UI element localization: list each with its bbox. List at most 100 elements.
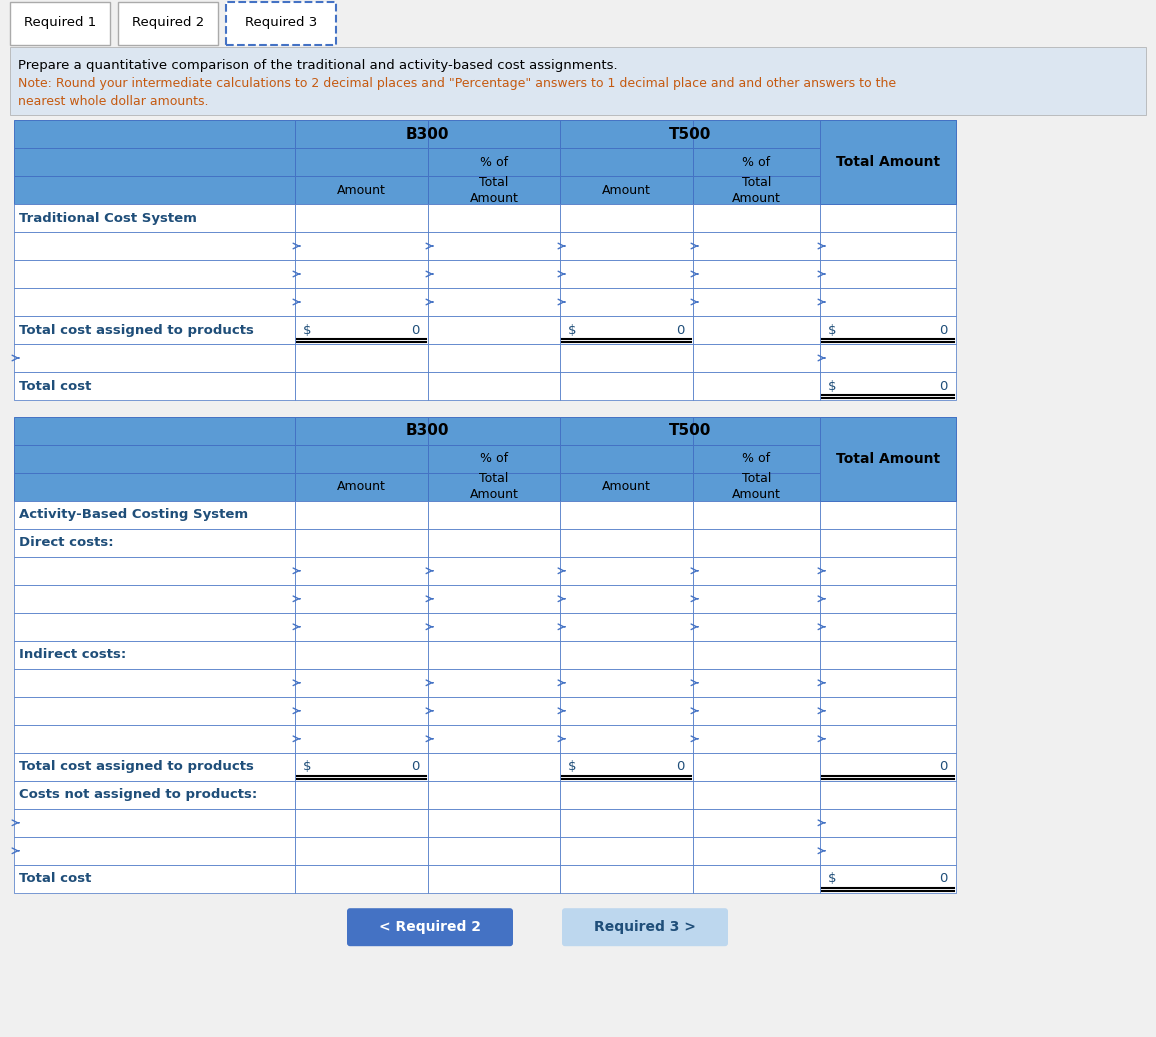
FancyBboxPatch shape: [428, 260, 560, 288]
FancyBboxPatch shape: [820, 120, 956, 148]
FancyBboxPatch shape: [692, 725, 820, 753]
FancyBboxPatch shape: [820, 865, 956, 893]
Text: Prepare a quantitative comparison of the traditional and activity-based cost ass: Prepare a quantitative comparison of the…: [18, 59, 617, 72]
FancyBboxPatch shape: [560, 641, 692, 669]
FancyBboxPatch shape: [428, 288, 560, 316]
FancyBboxPatch shape: [560, 445, 692, 473]
Text: $: $: [828, 324, 837, 336]
FancyBboxPatch shape: [295, 148, 428, 176]
FancyBboxPatch shape: [692, 697, 820, 725]
FancyBboxPatch shape: [820, 204, 956, 232]
Text: 0: 0: [676, 324, 686, 336]
FancyBboxPatch shape: [560, 781, 692, 809]
Text: Amount: Amount: [338, 184, 386, 196]
FancyBboxPatch shape: [428, 557, 560, 585]
FancyBboxPatch shape: [295, 753, 428, 781]
Text: 0: 0: [940, 872, 948, 886]
FancyBboxPatch shape: [14, 501, 295, 529]
FancyBboxPatch shape: [560, 809, 692, 837]
FancyBboxPatch shape: [295, 613, 428, 641]
FancyBboxPatch shape: [560, 176, 692, 204]
FancyBboxPatch shape: [295, 260, 428, 288]
FancyBboxPatch shape: [562, 908, 728, 946]
Text: 0: 0: [940, 380, 948, 392]
FancyBboxPatch shape: [428, 148, 560, 176]
FancyBboxPatch shape: [560, 372, 692, 400]
FancyBboxPatch shape: [14, 557, 295, 585]
FancyBboxPatch shape: [560, 232, 692, 260]
Text: $: $: [568, 760, 577, 774]
Text: Indirect costs:: Indirect costs:: [18, 648, 126, 662]
FancyBboxPatch shape: [692, 344, 820, 372]
Text: T500: T500: [669, 127, 711, 141]
FancyBboxPatch shape: [14, 669, 295, 697]
FancyBboxPatch shape: [295, 176, 428, 204]
FancyBboxPatch shape: [692, 641, 820, 669]
FancyBboxPatch shape: [820, 697, 956, 725]
FancyBboxPatch shape: [428, 232, 560, 260]
FancyBboxPatch shape: [295, 641, 428, 669]
FancyBboxPatch shape: [295, 529, 428, 557]
FancyBboxPatch shape: [428, 204, 560, 232]
FancyBboxPatch shape: [692, 529, 820, 557]
FancyBboxPatch shape: [820, 809, 956, 837]
FancyBboxPatch shape: [428, 809, 560, 837]
FancyBboxPatch shape: [560, 865, 692, 893]
FancyBboxPatch shape: [295, 288, 428, 316]
FancyBboxPatch shape: [560, 417, 692, 445]
FancyBboxPatch shape: [227, 2, 336, 45]
FancyBboxPatch shape: [14, 641, 295, 669]
FancyBboxPatch shape: [692, 809, 820, 837]
FancyBboxPatch shape: [820, 176, 956, 204]
FancyBboxPatch shape: [295, 809, 428, 837]
FancyBboxPatch shape: [820, 501, 956, 529]
FancyBboxPatch shape: [295, 232, 428, 260]
FancyBboxPatch shape: [295, 865, 428, 893]
FancyBboxPatch shape: [560, 669, 692, 697]
FancyBboxPatch shape: [14, 232, 295, 260]
FancyBboxPatch shape: [14, 372, 295, 400]
FancyBboxPatch shape: [692, 837, 820, 865]
FancyBboxPatch shape: [692, 316, 820, 344]
FancyBboxPatch shape: [692, 501, 820, 529]
FancyBboxPatch shape: [428, 641, 560, 669]
Text: B300: B300: [406, 423, 450, 439]
FancyBboxPatch shape: [295, 585, 428, 613]
FancyBboxPatch shape: [692, 148, 820, 176]
FancyBboxPatch shape: [692, 753, 820, 781]
FancyBboxPatch shape: [14, 529, 295, 557]
FancyBboxPatch shape: [560, 148, 692, 176]
Text: Total Amount: Total Amount: [836, 155, 940, 169]
FancyBboxPatch shape: [428, 865, 560, 893]
FancyBboxPatch shape: [560, 260, 692, 288]
FancyBboxPatch shape: [295, 697, 428, 725]
FancyBboxPatch shape: [560, 316, 692, 344]
FancyBboxPatch shape: [14, 148, 295, 176]
FancyBboxPatch shape: [14, 120, 295, 148]
Text: $: $: [303, 760, 311, 774]
FancyBboxPatch shape: [14, 260, 295, 288]
FancyBboxPatch shape: [820, 344, 956, 372]
Text: 0: 0: [412, 760, 420, 774]
FancyBboxPatch shape: [692, 204, 820, 232]
FancyBboxPatch shape: [295, 417, 428, 445]
FancyBboxPatch shape: [820, 725, 956, 753]
FancyBboxPatch shape: [560, 288, 692, 316]
FancyBboxPatch shape: [820, 417, 956, 445]
FancyBboxPatch shape: [428, 417, 560, 445]
FancyBboxPatch shape: [820, 585, 956, 613]
FancyBboxPatch shape: [820, 753, 956, 781]
FancyBboxPatch shape: [560, 753, 692, 781]
FancyBboxPatch shape: [14, 837, 295, 865]
Text: T500: T500: [669, 423, 711, 439]
FancyBboxPatch shape: [560, 837, 692, 865]
FancyBboxPatch shape: [428, 697, 560, 725]
FancyBboxPatch shape: [428, 120, 560, 148]
FancyBboxPatch shape: [428, 753, 560, 781]
FancyBboxPatch shape: [14, 613, 295, 641]
FancyBboxPatch shape: [820, 837, 956, 865]
FancyBboxPatch shape: [692, 613, 820, 641]
FancyBboxPatch shape: [820, 669, 956, 697]
FancyBboxPatch shape: [14, 697, 295, 725]
FancyBboxPatch shape: [692, 557, 820, 585]
